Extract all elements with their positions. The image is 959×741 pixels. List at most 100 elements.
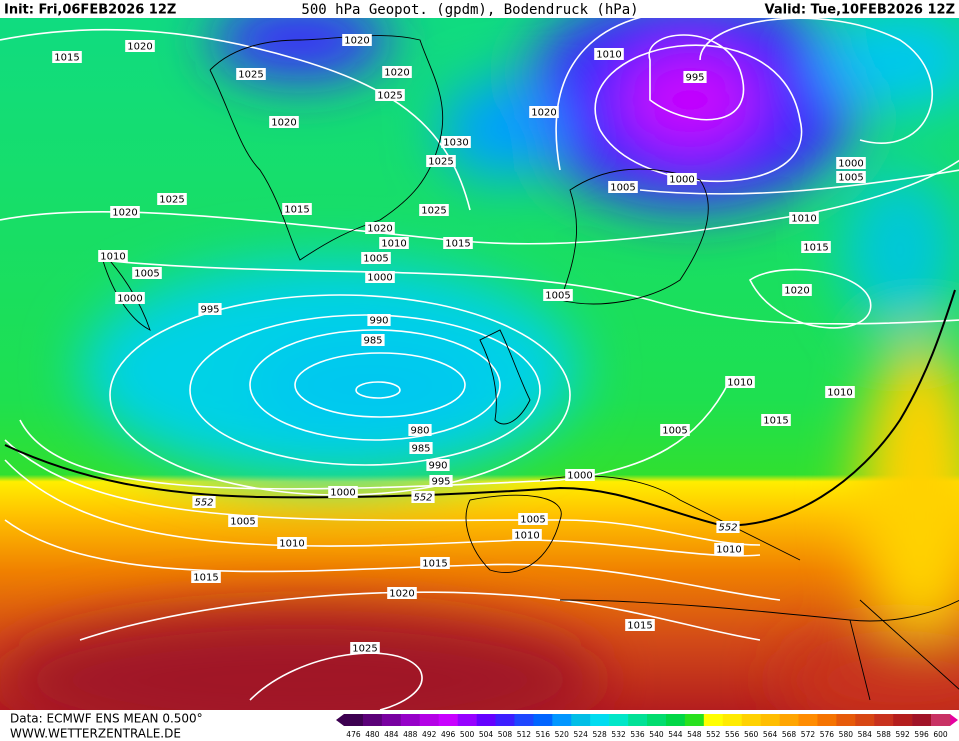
- isobar-label-box: [379, 237, 409, 249]
- colorbar-swatch: [798, 714, 818, 726]
- isobar-label: 1005: [230, 517, 255, 528]
- isobar-label: 1000: [330, 488, 355, 499]
- colorbar-swatch: [741, 714, 761, 726]
- isobar-label-box: [660, 424, 690, 436]
- isobar-label: 990: [369, 316, 388, 327]
- isobar-label-box: [98, 250, 128, 262]
- colorbar-swatch: [722, 714, 742, 726]
- colorbar-label: 556: [725, 730, 740, 739]
- isobar-label: 1020: [384, 68, 409, 79]
- isobar-label-box: [429, 475, 453, 487]
- isobar-label-box: [328, 486, 358, 498]
- isobar-label-box: [426, 459, 450, 471]
- colorbar-label: 524: [574, 730, 589, 739]
- colorbar-label: 516: [536, 730, 551, 739]
- colorbar-label: 536: [630, 730, 645, 739]
- contour-552: [4, 289, 956, 527]
- isobar-label: 1000: [669, 175, 694, 186]
- isobar-label: 985: [411, 444, 430, 455]
- website: WWW.WETTERZENTRALE.DE: [10, 727, 181, 741]
- colorbar-label: 544: [668, 730, 683, 739]
- colorbar-swatch: [400, 714, 421, 726]
- colorbar-label: 488: [403, 730, 418, 739]
- isobar-label-box: [157, 193, 187, 205]
- isobar-label: 552: [194, 498, 213, 509]
- colorbar-label: 520: [555, 730, 570, 739]
- isobar-label-box: [761, 414, 791, 426]
- isobar-label: 1000: [117, 294, 142, 305]
- isobar-label-box: [426, 155, 456, 167]
- colorbar-swatch: [495, 714, 515, 726]
- isobar-label-box: [716, 521, 740, 533]
- isobar-label-box: [565, 469, 595, 481]
- colorbar-swatch: [381, 714, 402, 726]
- isobar-label: 1025: [352, 644, 377, 655]
- isobar-label-box: [594, 48, 624, 60]
- isobar-label-box: [825, 386, 855, 398]
- colorbar-label: 484: [384, 730, 399, 739]
- colorbar-swatch: [552, 714, 572, 726]
- isobar-label: 1005: [520, 515, 545, 526]
- isobar-label: 1010: [827, 388, 852, 399]
- colorbar-label: 548: [687, 730, 702, 739]
- colorbar-swatch: [609, 714, 629, 726]
- isobar-label-box: [667, 173, 697, 185]
- isobar-label-box: [408, 424, 432, 436]
- colorbar-label: 496: [441, 730, 456, 739]
- isobar-label-box: [625, 619, 655, 631]
- isobar-label: 1020: [344, 36, 369, 47]
- isobar-label: 995: [431, 477, 450, 488]
- isobar-label: 1020: [367, 224, 392, 235]
- isobar-label-box: [228, 515, 258, 527]
- colorbar-swatch: [628, 714, 648, 726]
- colorbar-label: 480: [365, 730, 380, 739]
- isobar-label: 1000: [567, 471, 592, 482]
- isobar-label: 1005: [134, 269, 159, 280]
- isobar-label: 1015: [284, 205, 309, 216]
- isobar-label-box: [361, 252, 391, 264]
- init-time: Init: Fri,06FEB2026 12Z: [4, 3, 176, 18]
- isobar-label: 1005: [662, 426, 687, 437]
- colorbar-label: 528: [592, 730, 607, 739]
- isobar-label: 990: [428, 461, 447, 472]
- isobar-label-box: [420, 557, 450, 569]
- colorbar-label: 476: [346, 730, 361, 739]
- valid-time: Valid: Tue,10FEB2026 12Z: [765, 3, 956, 18]
- isobar-label: 985: [363, 336, 382, 347]
- isobar-label: 1025: [159, 195, 184, 206]
- colorbar-swatch: [476, 714, 496, 726]
- colorbar-swatch: [684, 714, 705, 726]
- colorbar-swatch: [665, 714, 686, 726]
- colorbar-label: 508: [498, 730, 513, 739]
- isobars: [0, 18, 959, 710]
- isobar-label-box: [277, 537, 307, 549]
- isobar-label-box: [191, 571, 221, 583]
- isobar-label: 1010: [100, 252, 125, 263]
- isobar-label: 552: [718, 523, 737, 534]
- colorbar-arrow-right: [950, 714, 958, 726]
- isobar-label-box: [350, 642, 380, 654]
- isobar-label: 980: [410, 426, 429, 437]
- isobar-label: 552: [413, 493, 432, 504]
- colorbar-swatch: [855, 714, 875, 726]
- isobar-label-box: [365, 222, 395, 234]
- isobar-label: 1020: [784, 286, 809, 297]
- colorbar-swatch: [836, 714, 856, 726]
- colorbar-label: 596: [914, 730, 929, 739]
- isobar-label: 1000: [367, 273, 392, 284]
- colorbar-label: 564: [763, 730, 778, 739]
- isobar-labels: 1020 1015 1020 1025 1020 1025 1020 1010 995 1020 1…: [52, 34, 866, 655]
- isobar-label-box: [282, 203, 312, 215]
- isobar-label: 1020: [271, 118, 296, 129]
- colorbar-swatch: [817, 714, 837, 726]
- isobar-label: 1025: [238, 70, 263, 81]
- isobar-label-box: [836, 157, 866, 169]
- colorbar-label: 600: [933, 730, 948, 739]
- isobar-label-box: [361, 334, 385, 346]
- isobar-label-box: [382, 66, 412, 78]
- isobar-label: 995: [200, 305, 219, 316]
- isobar-label-box: [236, 68, 266, 80]
